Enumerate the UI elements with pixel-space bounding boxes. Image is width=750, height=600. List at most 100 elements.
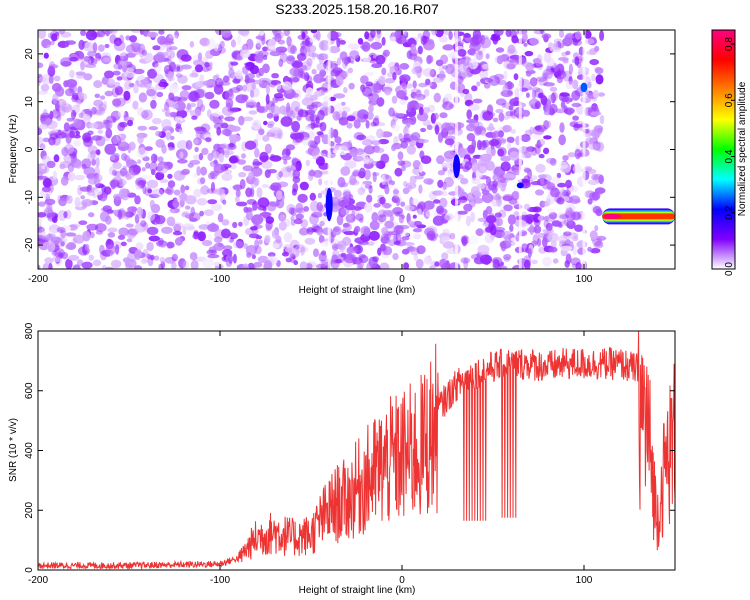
colorbar-tick-label: 0.8 bbox=[724, 37, 735, 51]
spectrogram-cell bbox=[308, 169, 316, 177]
spectrogram-cell bbox=[54, 131, 58, 138]
spectrogram-cell bbox=[263, 54, 268, 61]
spectrogram-cell bbox=[333, 189, 342, 198]
spectrogram-cell bbox=[82, 132, 92, 143]
spectrogram-cell bbox=[354, 225, 361, 233]
spectrogram-feature bbox=[516, 182, 524, 189]
spectrogram-cell bbox=[587, 105, 600, 113]
spectrogram-cell bbox=[38, 73, 43, 83]
spectrogram-cell bbox=[461, 236, 468, 247]
spectrogram-cell bbox=[432, 199, 441, 204]
spectrogram-cell bbox=[256, 187, 263, 198]
spectrogram-cell bbox=[222, 75, 230, 83]
spectrogram-cell bbox=[197, 52, 203, 62]
spectrogram-cell bbox=[309, 200, 320, 212]
spectrogram-cell bbox=[357, 187, 366, 196]
spectrogram-cell bbox=[425, 78, 431, 86]
x-tick-label: -100 bbox=[210, 274, 230, 285]
spectrogram-cell bbox=[141, 109, 153, 120]
spectrogram-cell bbox=[391, 124, 400, 132]
spectrogram-cell bbox=[176, 65, 181, 72]
spectrogram-cell bbox=[253, 50, 264, 62]
spectrogram-cell bbox=[250, 87, 260, 98]
spectrogram-cell bbox=[38, 90, 49, 95]
spectrogram-cell bbox=[38, 212, 47, 218]
spectrogram-cell bbox=[210, 203, 223, 212]
spectrogram-cell bbox=[199, 104, 206, 112]
spectrogram-cell bbox=[123, 67, 136, 78]
spectrogram-cell bbox=[365, 120, 370, 129]
spectrogram-cell bbox=[136, 107, 145, 117]
spectrogram-cell bbox=[141, 49, 147, 56]
spectrogram-cell bbox=[152, 45, 161, 51]
spectrogram-cell bbox=[212, 151, 220, 161]
spectrogram-cell bbox=[511, 35, 519, 44]
spectrogram-cell bbox=[548, 246, 558, 253]
spectrogram-cell bbox=[292, 132, 302, 143]
spectrogram-cell bbox=[498, 173, 504, 179]
spectrogram-cell bbox=[442, 101, 454, 111]
spectrogram-cell bbox=[65, 88, 75, 97]
spectrogram-cell bbox=[315, 263, 328, 269]
spectrogram-cell bbox=[168, 146, 173, 151]
spectrogram-cell bbox=[491, 194, 503, 200]
spectrogram-cell bbox=[236, 34, 242, 46]
spectrogram-cell bbox=[594, 45, 600, 52]
spectrogram-feature bbox=[325, 187, 333, 222]
spectrogram-cell bbox=[567, 152, 576, 158]
spectrogram-cell bbox=[503, 173, 515, 179]
spectrogram-cell bbox=[76, 259, 84, 267]
spectrogram-cell bbox=[290, 45, 297, 54]
spectrogram-cell bbox=[191, 69, 198, 78]
spectrogram-cell bbox=[309, 37, 317, 43]
spectrogram-cell bbox=[144, 78, 149, 88]
y-tick-label: 20 bbox=[24, 48, 35, 60]
spectrogram-cell bbox=[159, 178, 169, 184]
spectrogram-cell bbox=[532, 58, 542, 64]
spectrogram-cell bbox=[503, 70, 508, 81]
spectrogram-cell bbox=[393, 112, 405, 118]
spectrogram-cell bbox=[412, 228, 423, 233]
spectrogram-cell bbox=[145, 162, 151, 169]
spectrogram-cell bbox=[346, 115, 356, 122]
spectrogram-cell bbox=[532, 206, 542, 213]
spectrogram-cell bbox=[232, 221, 238, 229]
spectrogram-cell bbox=[336, 57, 342, 66]
spectrogram-cell bbox=[478, 35, 489, 40]
spectrogram-cell bbox=[388, 107, 395, 117]
spectrogram-cell bbox=[401, 236, 410, 241]
spectrogram-cell bbox=[469, 119, 480, 129]
spectrogram-cell bbox=[403, 242, 415, 246]
spectrogram-cell bbox=[568, 195, 581, 205]
spectrogram-cell bbox=[214, 30, 224, 36]
spectrogram-cell bbox=[409, 196, 414, 207]
spectrogram-cell bbox=[381, 36, 386, 46]
spectrogram-cell bbox=[382, 49, 390, 57]
spectrogram-cell bbox=[372, 147, 385, 153]
spectrogram-cell bbox=[197, 231, 206, 242]
spectrogram-cell bbox=[405, 83, 413, 89]
spectrogram-cell bbox=[101, 264, 107, 269]
spectrogram-cell bbox=[543, 216, 550, 221]
spectrogram-cell bbox=[116, 76, 123, 81]
spectrogram-cell bbox=[371, 212, 379, 223]
spectrogram-cell bbox=[340, 166, 351, 176]
colorbar-tick-label: 0.0 bbox=[724, 262, 735, 276]
spectrogram-cell bbox=[213, 261, 222, 266]
spectrogram-cell bbox=[256, 40, 263, 48]
spectrogram-cell bbox=[495, 98, 507, 106]
spectrogram-cell bbox=[290, 207, 297, 217]
spectrogram-cell bbox=[540, 95, 548, 106]
spectrogram-cell bbox=[429, 69, 437, 78]
spectrogram-cell bbox=[46, 160, 56, 169]
spectrogram-cell bbox=[156, 164, 169, 174]
spectrogram-cell bbox=[402, 129, 410, 135]
spectrogram-cell bbox=[242, 65, 249, 75]
spectrogram-cell bbox=[207, 223, 220, 232]
spectrogram-cell bbox=[432, 190, 444, 196]
spectrogram-cell bbox=[140, 220, 147, 227]
spectrogram-cell bbox=[311, 149, 320, 160]
spectrogram-cell bbox=[234, 196, 240, 203]
spectrogram-cell bbox=[361, 139, 373, 146]
